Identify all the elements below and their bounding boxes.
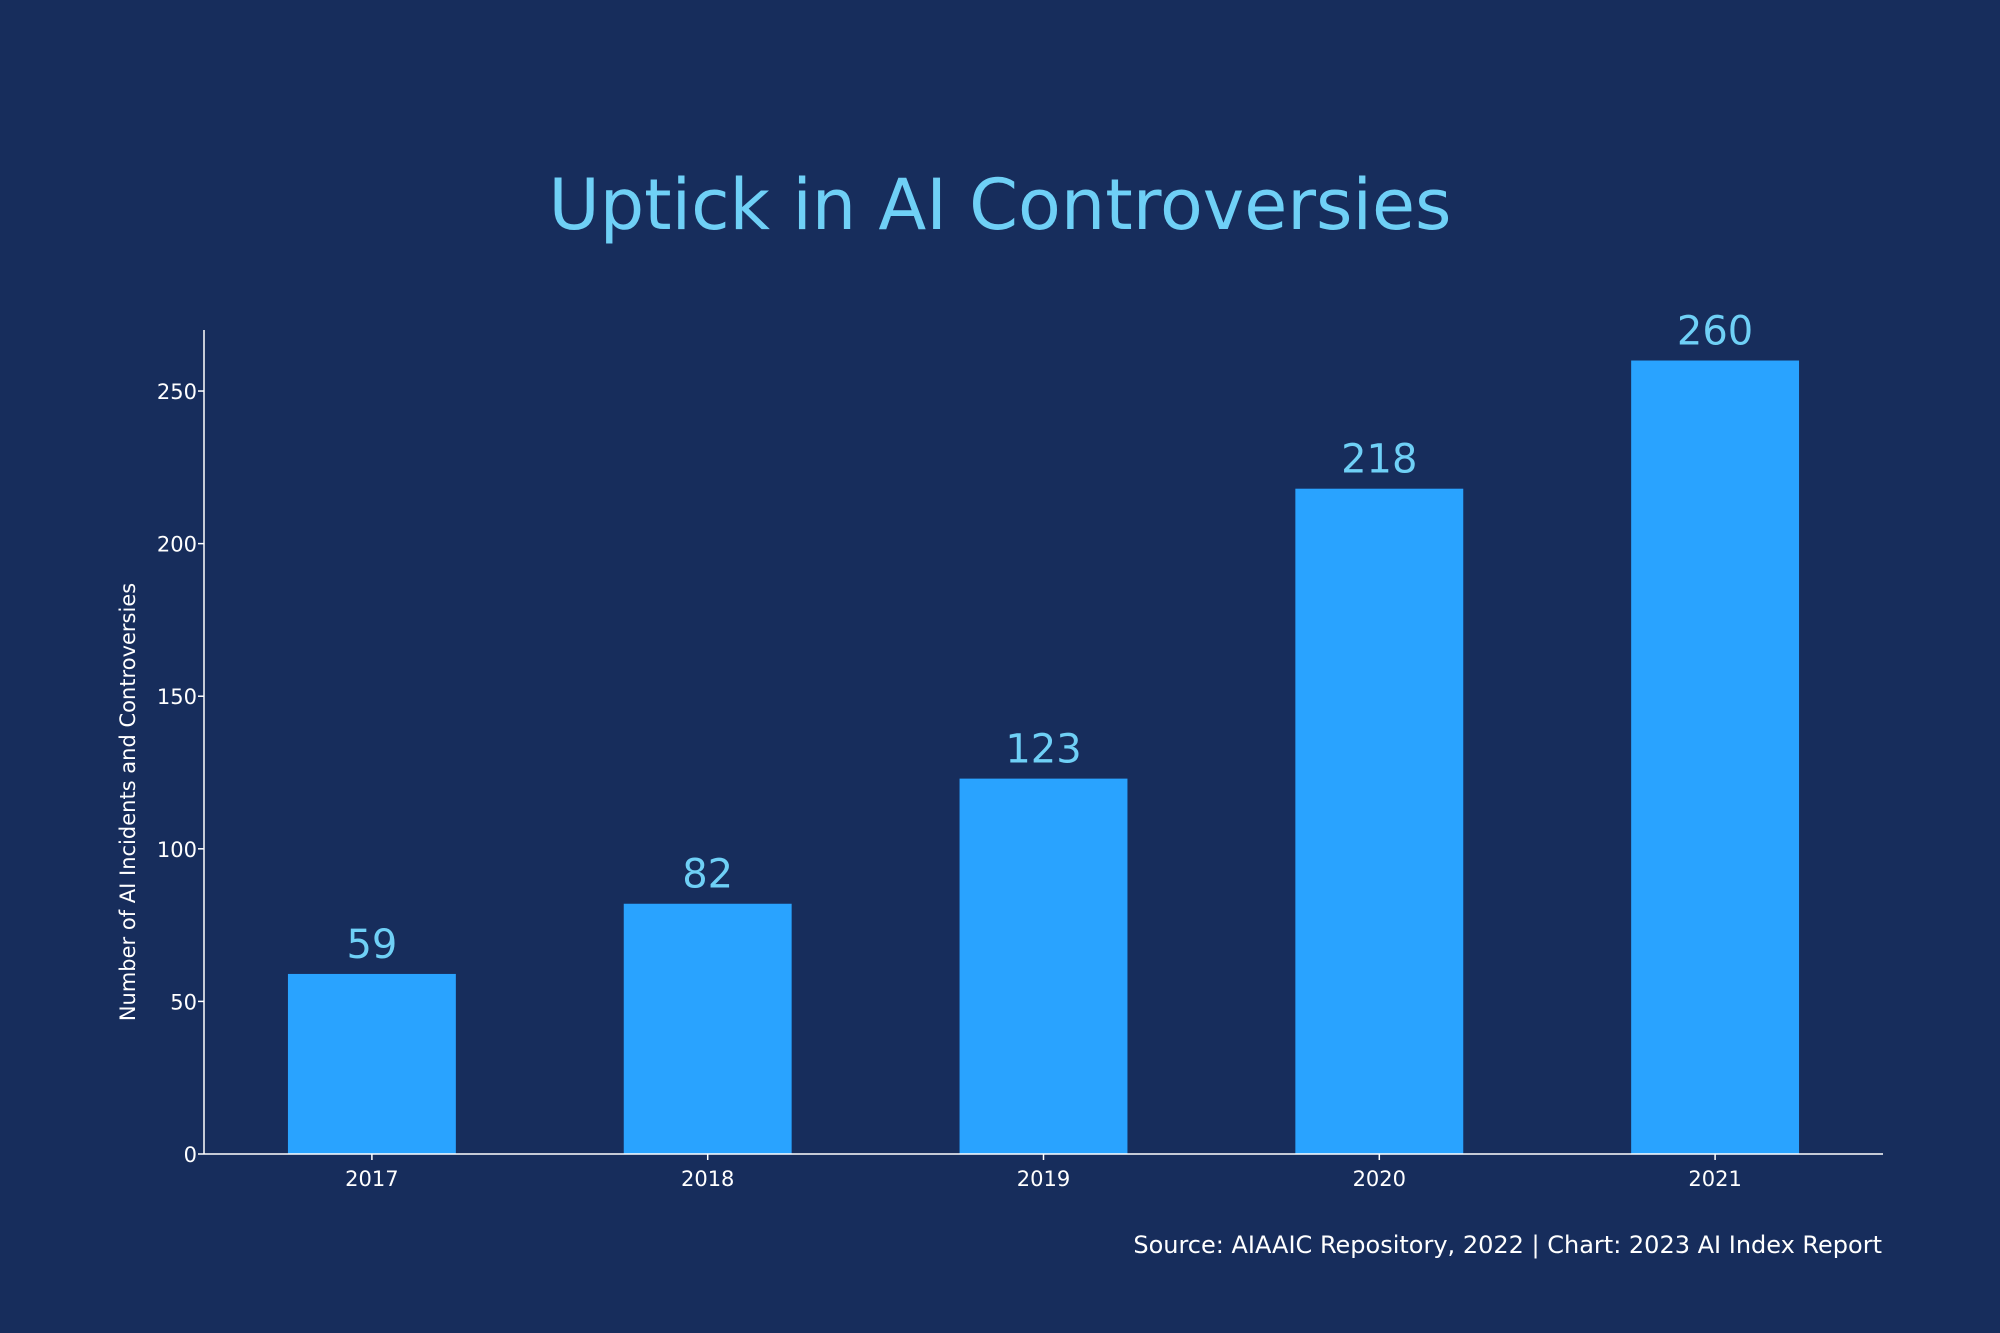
data-label-2017: 59 — [346, 922, 397, 968]
x-tick-label-2020: 2020 — [1353, 1167, 1406, 1191]
y-tick-label: 200 — [157, 533, 197, 557]
bars: 59 82 123 218 260 — [287, 309, 1800, 1154]
bar-2019 — [959, 778, 1128, 1154]
y-tick-label: 150 — [157, 685, 197, 709]
chart-title: Uptick in AI Controversies — [548, 164, 1452, 246]
y-axis-title: Number of AI Incidents and Controversies — [116, 583, 140, 1021]
x-tick-label-2017: 2017 — [345, 1167, 398, 1191]
y-tick-label: 50 — [170, 990, 197, 1014]
bar-2021 — [1631, 360, 1800, 1154]
x-axis: 2017 2018 2019 2020 2021 — [204, 1153, 1883, 1191]
data-label-2020: 218 — [1341, 437, 1417, 483]
x-tick-label-2019: 2019 — [1017, 1167, 1070, 1191]
y-tick-label: 0 — [184, 1143, 197, 1167]
bar-2017 — [287, 973, 456, 1154]
bar-2020 — [1295, 488, 1464, 1154]
y-tick-label: 250 — [157, 380, 197, 404]
x-tick-label-2021: 2021 — [1688, 1167, 1741, 1191]
source-note: Source: AIAAIC Repository, 2022 | Chart:… — [1133, 1231, 1882, 1259]
data-label-2019: 123 — [1005, 727, 1081, 773]
y-tick-label: 100 — [157, 838, 197, 862]
bar-2018 — [623, 903, 792, 1154]
y-axis: 0 50 100 150 200 250 — [157, 330, 205, 1167]
x-tick-label-2018: 2018 — [681, 1167, 734, 1191]
data-label-2018: 82 — [682, 852, 733, 898]
data-label-2021: 260 — [1677, 309, 1753, 355]
